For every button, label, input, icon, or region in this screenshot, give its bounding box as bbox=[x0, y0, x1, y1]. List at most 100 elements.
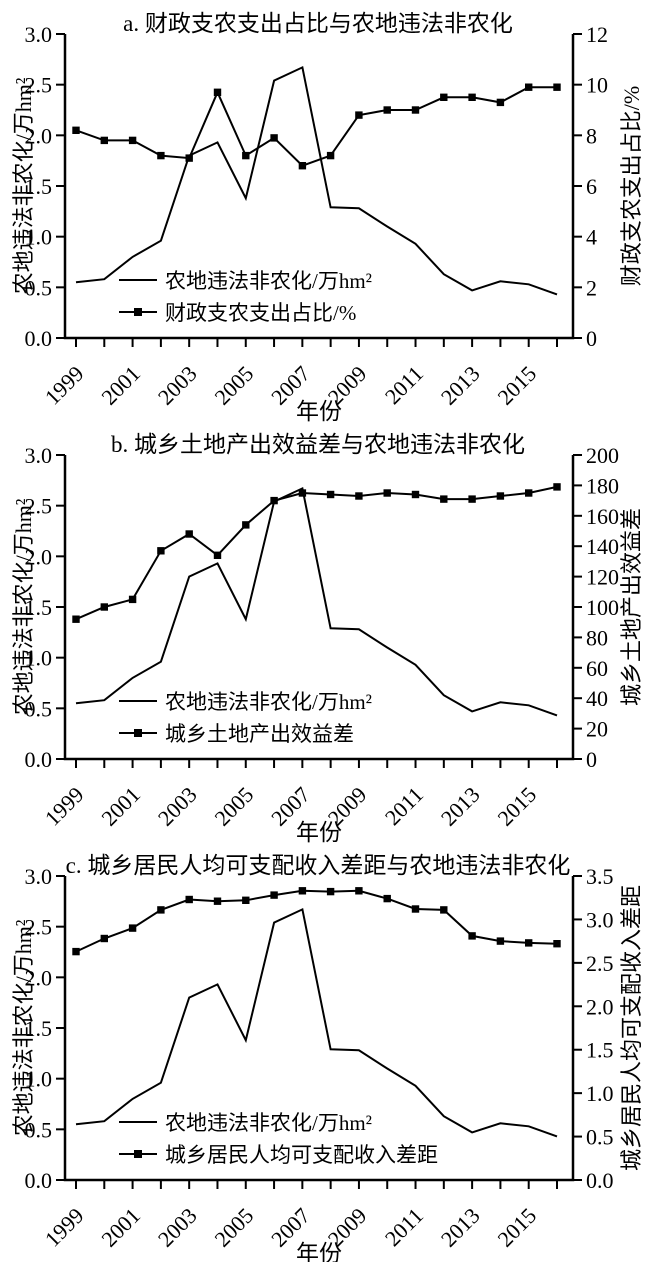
chart-b-x-axis-label: 年份 bbox=[296, 820, 342, 845]
series-square-marker bbox=[440, 93, 448, 101]
right-axis-tick-label: 8 bbox=[586, 123, 597, 148]
right-axis-tick-label: 60 bbox=[586, 656, 608, 681]
left-axis-tick-label: 1.5 bbox=[25, 174, 53, 199]
series-square-marker bbox=[411, 490, 420, 499]
series-square-marker bbox=[213, 897, 222, 905]
series-square-marker bbox=[185, 895, 193, 904]
series-square-marker bbox=[242, 521, 250, 529]
series-square-marker bbox=[383, 489, 391, 497]
legend-label: 财政支农支出占比/% bbox=[165, 301, 357, 325]
right-axis-tick-label: 12 bbox=[586, 22, 608, 47]
left-axis-tick-label: 0.5 bbox=[25, 275, 53, 300]
series-square-marker bbox=[326, 887, 335, 896]
chart-b-legend: 农地违法非农化/万hm² 城乡土地产出效益差 bbox=[118, 685, 372, 749]
right-axis-tick-label: 180 bbox=[586, 473, 619, 498]
series-square-marker bbox=[525, 939, 533, 947]
chart-a-x-axis-label: 年份 bbox=[296, 399, 342, 424]
chart-c: 0.0 0.5 1.0 1.5 2.0 2.5 3.0 0.0 0.5 1.0 1.5 2.0 2.5 3… bbox=[0, 842, 650, 1262]
legend-label: 农地违法非农化/万hm² bbox=[165, 1111, 372, 1135]
chart-c-legend: 农地违法非农化/万hm² 城乡居民人均可支配收入差距 bbox=[118, 1106, 438, 1170]
left-axis-tick-label: 2.5 bbox=[25, 494, 53, 519]
left-axis-tick-label: 1.0 bbox=[25, 646, 53, 671]
chart-c-right-axis-label: 城乡居民人均可支配收入差距 bbox=[619, 884, 644, 1172]
series-square-marker bbox=[326, 151, 335, 160]
left-axis-tick-label: 0.0 bbox=[25, 1168, 53, 1193]
series-square-marker bbox=[468, 495, 476, 503]
series-square-marker bbox=[270, 134, 278, 142]
left-axis-tick-label: 1.5 bbox=[25, 595, 53, 620]
right-axis-tick-label: 40 bbox=[586, 686, 608, 711]
series-square-marker bbox=[326, 490, 335, 499]
left-axis-tick-label: 0.0 bbox=[25, 326, 53, 351]
series-line bbox=[75, 65, 558, 296]
plain-line-sample-icon bbox=[119, 700, 157, 702]
chart-b-plot-area: 0.0 0.5 1.0 1.5 2.0 2.5 3.0 0 20 40 60 80 100 120 140 1… bbox=[25, 443, 620, 831]
series-square-marker bbox=[496, 492, 505, 500]
series-square-marker bbox=[270, 891, 278, 899]
right-axis-tick-label: 100 bbox=[586, 595, 619, 620]
left-axis-tick-label: 0.5 bbox=[25, 1117, 53, 1142]
series-square-marker bbox=[270, 496, 278, 505]
right-axis-tick-label: 2 bbox=[586, 275, 597, 300]
chart-c-title: c. 城乡居民人均可支配收入差距与农地违法非农化 bbox=[65, 853, 571, 878]
right-axis-tick-label: 10 bbox=[586, 73, 608, 98]
chart-b-right-axis-label: 城乡土地产出效益差 bbox=[619, 507, 644, 707]
right-axis-tick-label: 80 bbox=[586, 625, 608, 650]
series-square-marker bbox=[355, 887, 363, 895]
series-line bbox=[75, 86, 557, 167]
right-axis-tick-label: 2.5 bbox=[586, 951, 614, 976]
chart-a-legend: 农地违法非农化/万hm² 财政支农支出占比/% bbox=[118, 264, 372, 328]
series-square-marker bbox=[383, 894, 391, 903]
series-square-marker bbox=[128, 924, 137, 932]
left-axis-tick-label: 3.0 bbox=[25, 443, 53, 468]
legend-row: 农地违法非农化/万hm² bbox=[118, 1106, 438, 1138]
series-square-marker bbox=[525, 83, 533, 91]
square-marker-line-sample-icon bbox=[119, 308, 157, 316]
right-axis-tick-label: 0 bbox=[586, 747, 597, 772]
series-square-marker bbox=[496, 937, 505, 945]
left-axis-tick-label: 2.5 bbox=[25, 73, 53, 98]
series-square-marker bbox=[553, 483, 561, 491]
legend-row: 农地违法非农化/万hm² bbox=[118, 685, 372, 717]
chart-a-title: a. 财政支农支出占比与农地违法非农化 bbox=[123, 11, 513, 36]
right-axis-tick-label: 0.5 bbox=[586, 1125, 614, 1150]
legend-row: 城乡居民人均可支配收入差距 bbox=[118, 1138, 438, 1170]
left-axis-tick-label: 2.5 bbox=[25, 915, 53, 940]
series-square-marker bbox=[553, 83, 561, 91]
chart-c-left-axis-label: 农地违法非农化/万hm² bbox=[11, 919, 36, 1137]
series-square-marker bbox=[553, 940, 561, 948]
legend-label: 农地违法非农化/万hm² bbox=[165, 690, 372, 714]
series-square-marker bbox=[157, 547, 165, 555]
chart-a-left-axis-label: 农地违法非农化/万hm² bbox=[11, 77, 36, 295]
series-square-marker bbox=[298, 887, 307, 895]
series-square-marker bbox=[100, 934, 108, 943]
left-axis-tick-label: 1.0 bbox=[25, 1067, 53, 1092]
series-square-marker bbox=[496, 98, 505, 107]
series-square-marker bbox=[525, 489, 533, 497]
chart-a: 0.0 0.5 1.0 1.5 2.0 2.5 3.0 0 2 4 6 8 10 12 1999 2001 20… bbox=[0, 0, 650, 424]
left-axis-tick-label: 2.0 bbox=[25, 965, 53, 990]
series-square-marker bbox=[128, 136, 137, 145]
series-square-marker bbox=[298, 162, 307, 170]
right-axis-tick-label: 140 bbox=[586, 534, 619, 559]
left-axis-tick-label: 0.5 bbox=[25, 696, 53, 721]
series-square-marker bbox=[128, 595, 137, 604]
right-axis-tick-label: 6 bbox=[586, 174, 597, 199]
left-axis-tick-label: 2.0 bbox=[25, 123, 53, 148]
series-square-marker bbox=[355, 111, 363, 119]
left-axis-tick-label: 1.5 bbox=[25, 1016, 53, 1041]
plain-line-sample-icon bbox=[119, 279, 157, 281]
series-square-marker bbox=[100, 603, 108, 611]
right-axis-tick-label: 0.0 bbox=[586, 1168, 614, 1193]
right-axis-tick-label: 4 bbox=[586, 225, 597, 250]
series-square-marker bbox=[383, 106, 391, 114]
series-line bbox=[75, 889, 558, 953]
series-line bbox=[75, 486, 558, 717]
series-square-marker bbox=[411, 106, 420, 114]
series-square-marker bbox=[157, 906, 165, 914]
chart-c-plot-area: 0.0 0.5 1.0 1.5 2.0 2.5 3.0 0.0 0.5 1.0 1.5 2.0 2.5 3… bbox=[25, 864, 614, 1252]
series-square-marker bbox=[440, 495, 448, 503]
series-square-marker bbox=[468, 932, 476, 940]
